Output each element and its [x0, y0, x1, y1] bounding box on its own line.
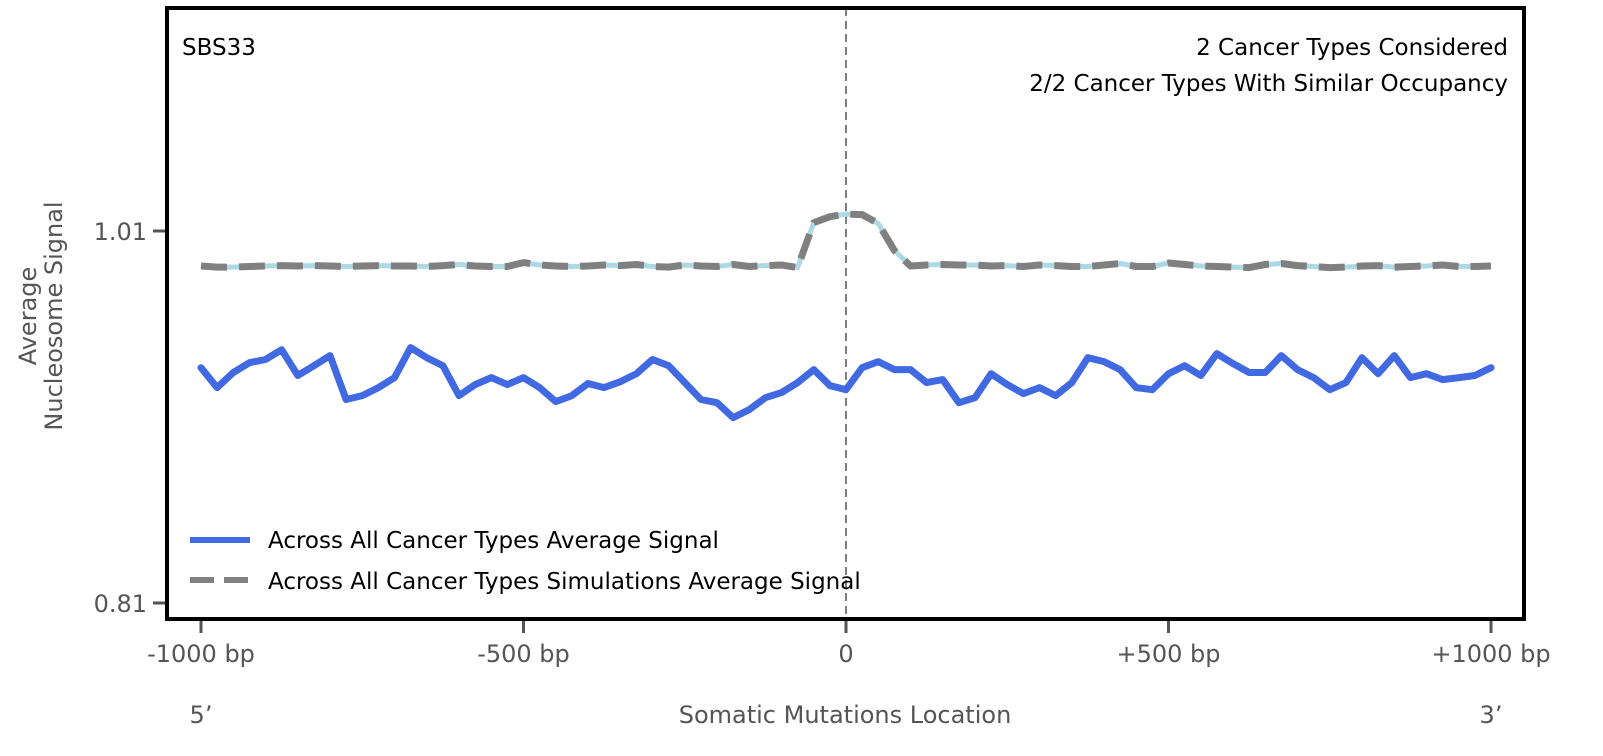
series-line-simulation	[200, 210, 1492, 272]
annotation-similar-occupancy: 2/2 Cancer Types With Similar Occupancy	[1029, 71, 1508, 97]
y-tick-label: 0.81	[94, 590, 147, 618]
x-tick-label: 0	[838, 640, 853, 668]
series-line-real	[197, 344, 1495, 422]
series-layer	[197, 210, 1495, 422]
signature-label: SBS33	[182, 35, 256, 61]
annotation-cancer-types: 2 Cancer Types Considered	[1196, 35, 1508, 61]
x-tick-label: -500 bp	[477, 640, 570, 668]
legend: Across All Cancer Types Average Signal A…	[190, 528, 861, 595]
x-axis-title: Somatic Mutations Location	[679, 701, 1012, 729]
x-tick-label: -1000 bp	[147, 640, 255, 668]
tick-layer: -1000 bp -500 bp 0 +500 bp +1000 bp 1.01 0.81	[94, 218, 1551, 668]
legend-label-real: Across All Cancer Types Average Signal	[268, 528, 719, 554]
x-tick-label: +1000 bp	[1431, 640, 1550, 668]
plot-frame	[165, 6, 1526, 621]
x-tick-label: +500 bp	[1116, 640, 1220, 668]
legend-label-sim: Across All Cancer Types Simulations Aver…	[268, 569, 861, 595]
five-prime-label: 5’	[190, 701, 213, 729]
y-tick-label: 1.01	[94, 218, 147, 246]
y-axis-title-line1: Average	[14, 267, 42, 366]
three-prime-label: 3’	[1480, 701, 1503, 729]
y-axis-title-line2: Nucleosome Signal	[40, 201, 68, 430]
